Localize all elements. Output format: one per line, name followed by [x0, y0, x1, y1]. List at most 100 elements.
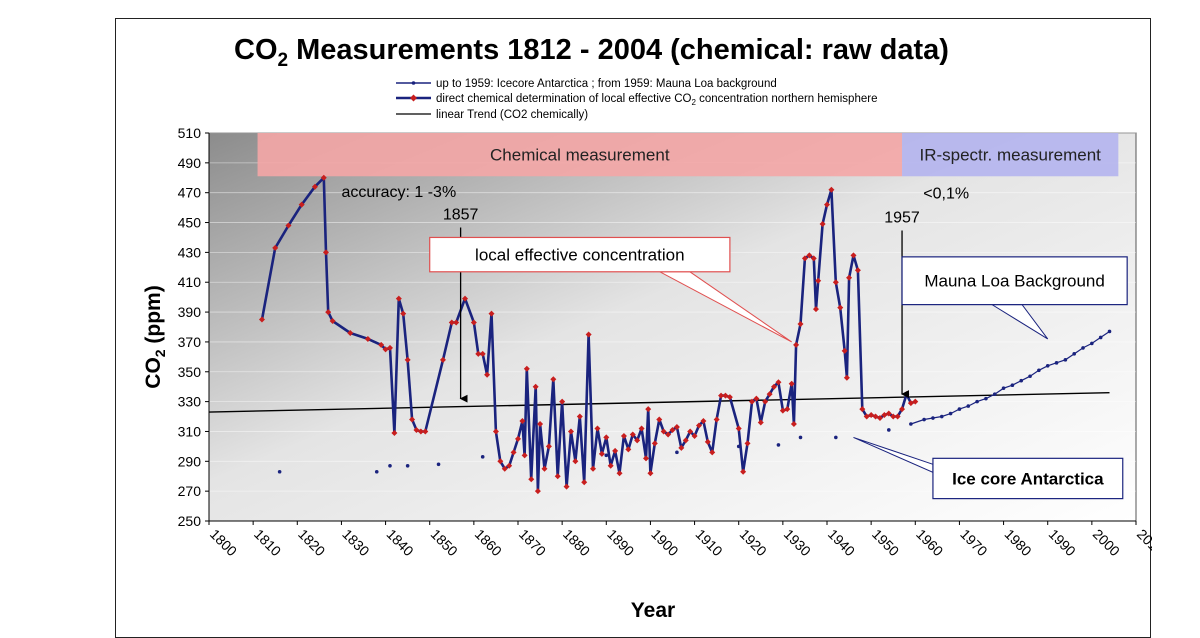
chemical-point [744, 440, 751, 447]
icecore-point [1081, 346, 1085, 350]
chemical-point [793, 341, 800, 348]
chart: CO2 Measurements 1812 - 2004 (chemical: … [142, 34, 1152, 622]
chemical-point [634, 437, 641, 444]
chemical-point [784, 406, 791, 413]
chemical-point [475, 350, 482, 357]
chemical-point [748, 398, 755, 405]
x-tick-label: 1870 [516, 526, 549, 559]
chemical-point [378, 341, 385, 348]
x-tick-label: 1830 [339, 526, 372, 559]
icecore-point [1037, 368, 1041, 373]
chemical-point [841, 347, 848, 354]
chemical-point [322, 249, 329, 256]
chemical-point [854, 267, 861, 274]
y-tick-label: 470 [178, 185, 202, 201]
icecore-point [374, 469, 379, 474]
icecore-point [984, 396, 988, 401]
chemical-series-line [260, 176, 916, 493]
chemical-point [598, 450, 605, 457]
chemical-point [890, 413, 897, 420]
chart-frame: CO2 Measurements 1812 - 2004 (chemical: … [115, 18, 1152, 638]
icecore-point [1045, 364, 1050, 368]
chemical-point [409, 416, 416, 423]
trend-line [209, 391, 1110, 413]
chemical-point [325, 309, 332, 316]
icecore-point [1072, 352, 1076, 356]
chemical-point [912, 398, 919, 405]
x-tick-label: 1800 [207, 526, 240, 559]
chemical-point [492, 428, 499, 435]
chemical-point [567, 428, 574, 435]
chemical-point [439, 356, 446, 363]
x-tick-label: 2010 [1134, 526, 1152, 559]
icecore-point [436, 462, 441, 467]
chemical-point [691, 432, 698, 439]
chemical-point [585, 331, 592, 338]
chemical-point [757, 419, 764, 426]
icecore-point [388, 463, 392, 468]
icecore-point [1019, 378, 1024, 383]
x-tick-label: 1980 [1001, 526, 1034, 559]
callout-box [901, 256, 1128, 306]
x-tick-label: 1880 [560, 526, 593, 559]
chemical-point [766, 391, 773, 398]
chemical-point [581, 479, 588, 486]
legend-entry-icecore: up to 1959: Icecore Antarctica ; from 19… [436, 78, 777, 90]
icecore-point [992, 392, 997, 396]
chemical-point [541, 465, 548, 472]
chemical-point [559, 398, 566, 405]
chemical-point [563, 483, 570, 490]
icecore-point [975, 399, 979, 404]
icecore-point [1010, 383, 1015, 388]
x-axis-label: Year [631, 599, 675, 622]
icecore-point [957, 407, 962, 411]
annotation-text: accuracy: 1 -3% [341, 184, 456, 201]
chemical-point [545, 443, 552, 450]
y-tick-label: 390 [178, 304, 202, 320]
chemical-point [572, 458, 579, 465]
chemical-point [364, 335, 371, 342]
callout-text: local effective concentration [475, 246, 684, 265]
chemical-point [801, 255, 808, 262]
chemical-point [669, 426, 676, 433]
x-tick-label: 1890 [604, 526, 637, 559]
annotation-text: 1957 [884, 210, 920, 227]
chemical-point [740, 468, 747, 475]
chemical-point [298, 201, 305, 208]
x-tick-label: 1820 [295, 526, 328, 559]
chemical-point [497, 458, 504, 465]
chemical-point [762, 398, 769, 405]
icecore-point [480, 455, 485, 459]
y-tick-label: 250 [178, 513, 202, 529]
chart-title: CO2 Measurements 1812 - 2004 (chemical: … [234, 34, 949, 71]
callout-text: Ice core Antarctica [952, 469, 1104, 488]
chemical-point [311, 183, 318, 190]
chemical-point [347, 329, 354, 336]
chemical-point [629, 431, 636, 438]
chemical-point [899, 406, 906, 413]
y-axis-label: CO2 (ppm) [142, 285, 168, 388]
icecore-point [948, 411, 953, 416]
x-tick-label: 1860 [472, 526, 505, 559]
chemical-point [576, 413, 583, 420]
chemical-point [616, 470, 623, 477]
chemical-point [806, 252, 813, 259]
chemical-point [885, 410, 892, 417]
chemical-point [625, 446, 632, 453]
chemical-point [709, 449, 716, 456]
x-tick-label: 1970 [957, 526, 990, 559]
icecore-point [922, 417, 926, 422]
chemical-point [515, 435, 521, 442]
chemical-point [695, 422, 702, 429]
chemical-point [422, 428, 429, 435]
chemical-point [470, 319, 477, 326]
chemical-point [876, 415, 883, 422]
icecore-point [939, 414, 944, 419]
chemical-point [660, 428, 667, 435]
chemical-point [673, 423, 680, 430]
chemical-point [812, 306, 819, 313]
chemical-point [612, 447, 619, 454]
icecore-point [1098, 335, 1103, 340]
icecore-point [1107, 329, 1112, 334]
chemical-point [404, 356, 411, 363]
